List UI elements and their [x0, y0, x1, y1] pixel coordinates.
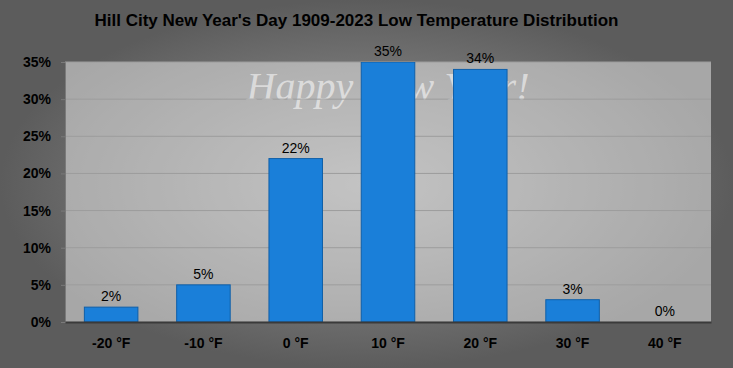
tick-mark [61, 322, 65, 323]
tick: 0% [31, 314, 65, 330]
grid [65, 62, 711, 322]
tick-label: -20 °F [92, 335, 131, 351]
tick: 20% [23, 165, 65, 181]
tick: 5% [31, 277, 65, 293]
tick: -20 °F [92, 322, 131, 351]
tick: 0 °F [283, 322, 309, 351]
tick-mark [61, 99, 65, 100]
tick-label: 15% [23, 203, 52, 219]
bar [177, 285, 231, 322]
tick-label: 20 °F [463, 335, 497, 351]
tick-label: 0 °F [283, 335, 309, 351]
tick-label: -10 °F [184, 335, 223, 351]
tick-label: 10% [23, 240, 52, 256]
data-label: 0% [655, 303, 675, 319]
bar [546, 300, 600, 322]
x-axis: -20 °F -10 °F 0 °F 10 °F 20 °F 30 °F 40 °F [66, 322, 712, 351]
title: Hill City New Year's Day 1909-2023 Low T… [95, 11, 619, 30]
data-label: 3% [562, 281, 582, 297]
background [0, 0, 733, 368]
tick: -10 °F [184, 322, 223, 351]
tick-label: 5% [31, 277, 52, 293]
tick: 35% [23, 54, 65, 70]
bars [84, 62, 599, 322]
bar [361, 62, 415, 322]
tick-label: 30 °F [556, 335, 590, 351]
data-label: 34% [466, 50, 494, 66]
grid-line [65, 322, 711, 323]
data-label: 22% [282, 140, 310, 156]
data-labels: 2% 5% 22% 35% 34% 3% 0% [101, 43, 675, 319]
data-label: 2% [101, 288, 121, 304]
chart: Happy New Year!2%5%22%35%34%3%0%0%5%10%1… [0, 0, 733, 368]
tick-mark [61, 211, 65, 212]
axis-line [61, 63, 66, 323]
plot: Happy New Year!2%5%22%35%34%3%0%0%5%10%1… [23, 43, 712, 351]
tick: 10 °F [371, 322, 405, 351]
bar [454, 69, 508, 322]
tick: 30 °F [556, 322, 590, 351]
tick: 30% [23, 91, 65, 107]
tick-mark [61, 62, 65, 63]
tick-mark [61, 248, 65, 249]
tick-label: 30% [23, 91, 52, 107]
tick: 10% [23, 240, 65, 256]
tick-label: 20% [23, 165, 52, 181]
bar [84, 307, 138, 322]
bar [269, 159, 323, 322]
tick-mark [61, 173, 65, 174]
plot-area [65, 62, 711, 322]
tick-label: 35% [23, 54, 52, 70]
tick-label: 40 °F [648, 335, 682, 351]
tick-label: 25% [23, 128, 52, 144]
tick-mark [61, 136, 65, 137]
tick: 25% [23, 128, 65, 144]
tick-label: 0% [31, 314, 52, 330]
axis-line [66, 322, 712, 324]
data-label: 35% [374, 43, 402, 59]
tick: 15% [23, 203, 65, 219]
tick-mark [61, 285, 65, 286]
y-axis: 0% 5% 10% 15% 20% 25% 30% 35% [23, 54, 66, 330]
tick: 20 °F [463, 322, 497, 351]
tick: 40 °F [648, 322, 682, 351]
tick-label: 10 °F [371, 335, 405, 351]
data-label: 5% [193, 266, 213, 282]
